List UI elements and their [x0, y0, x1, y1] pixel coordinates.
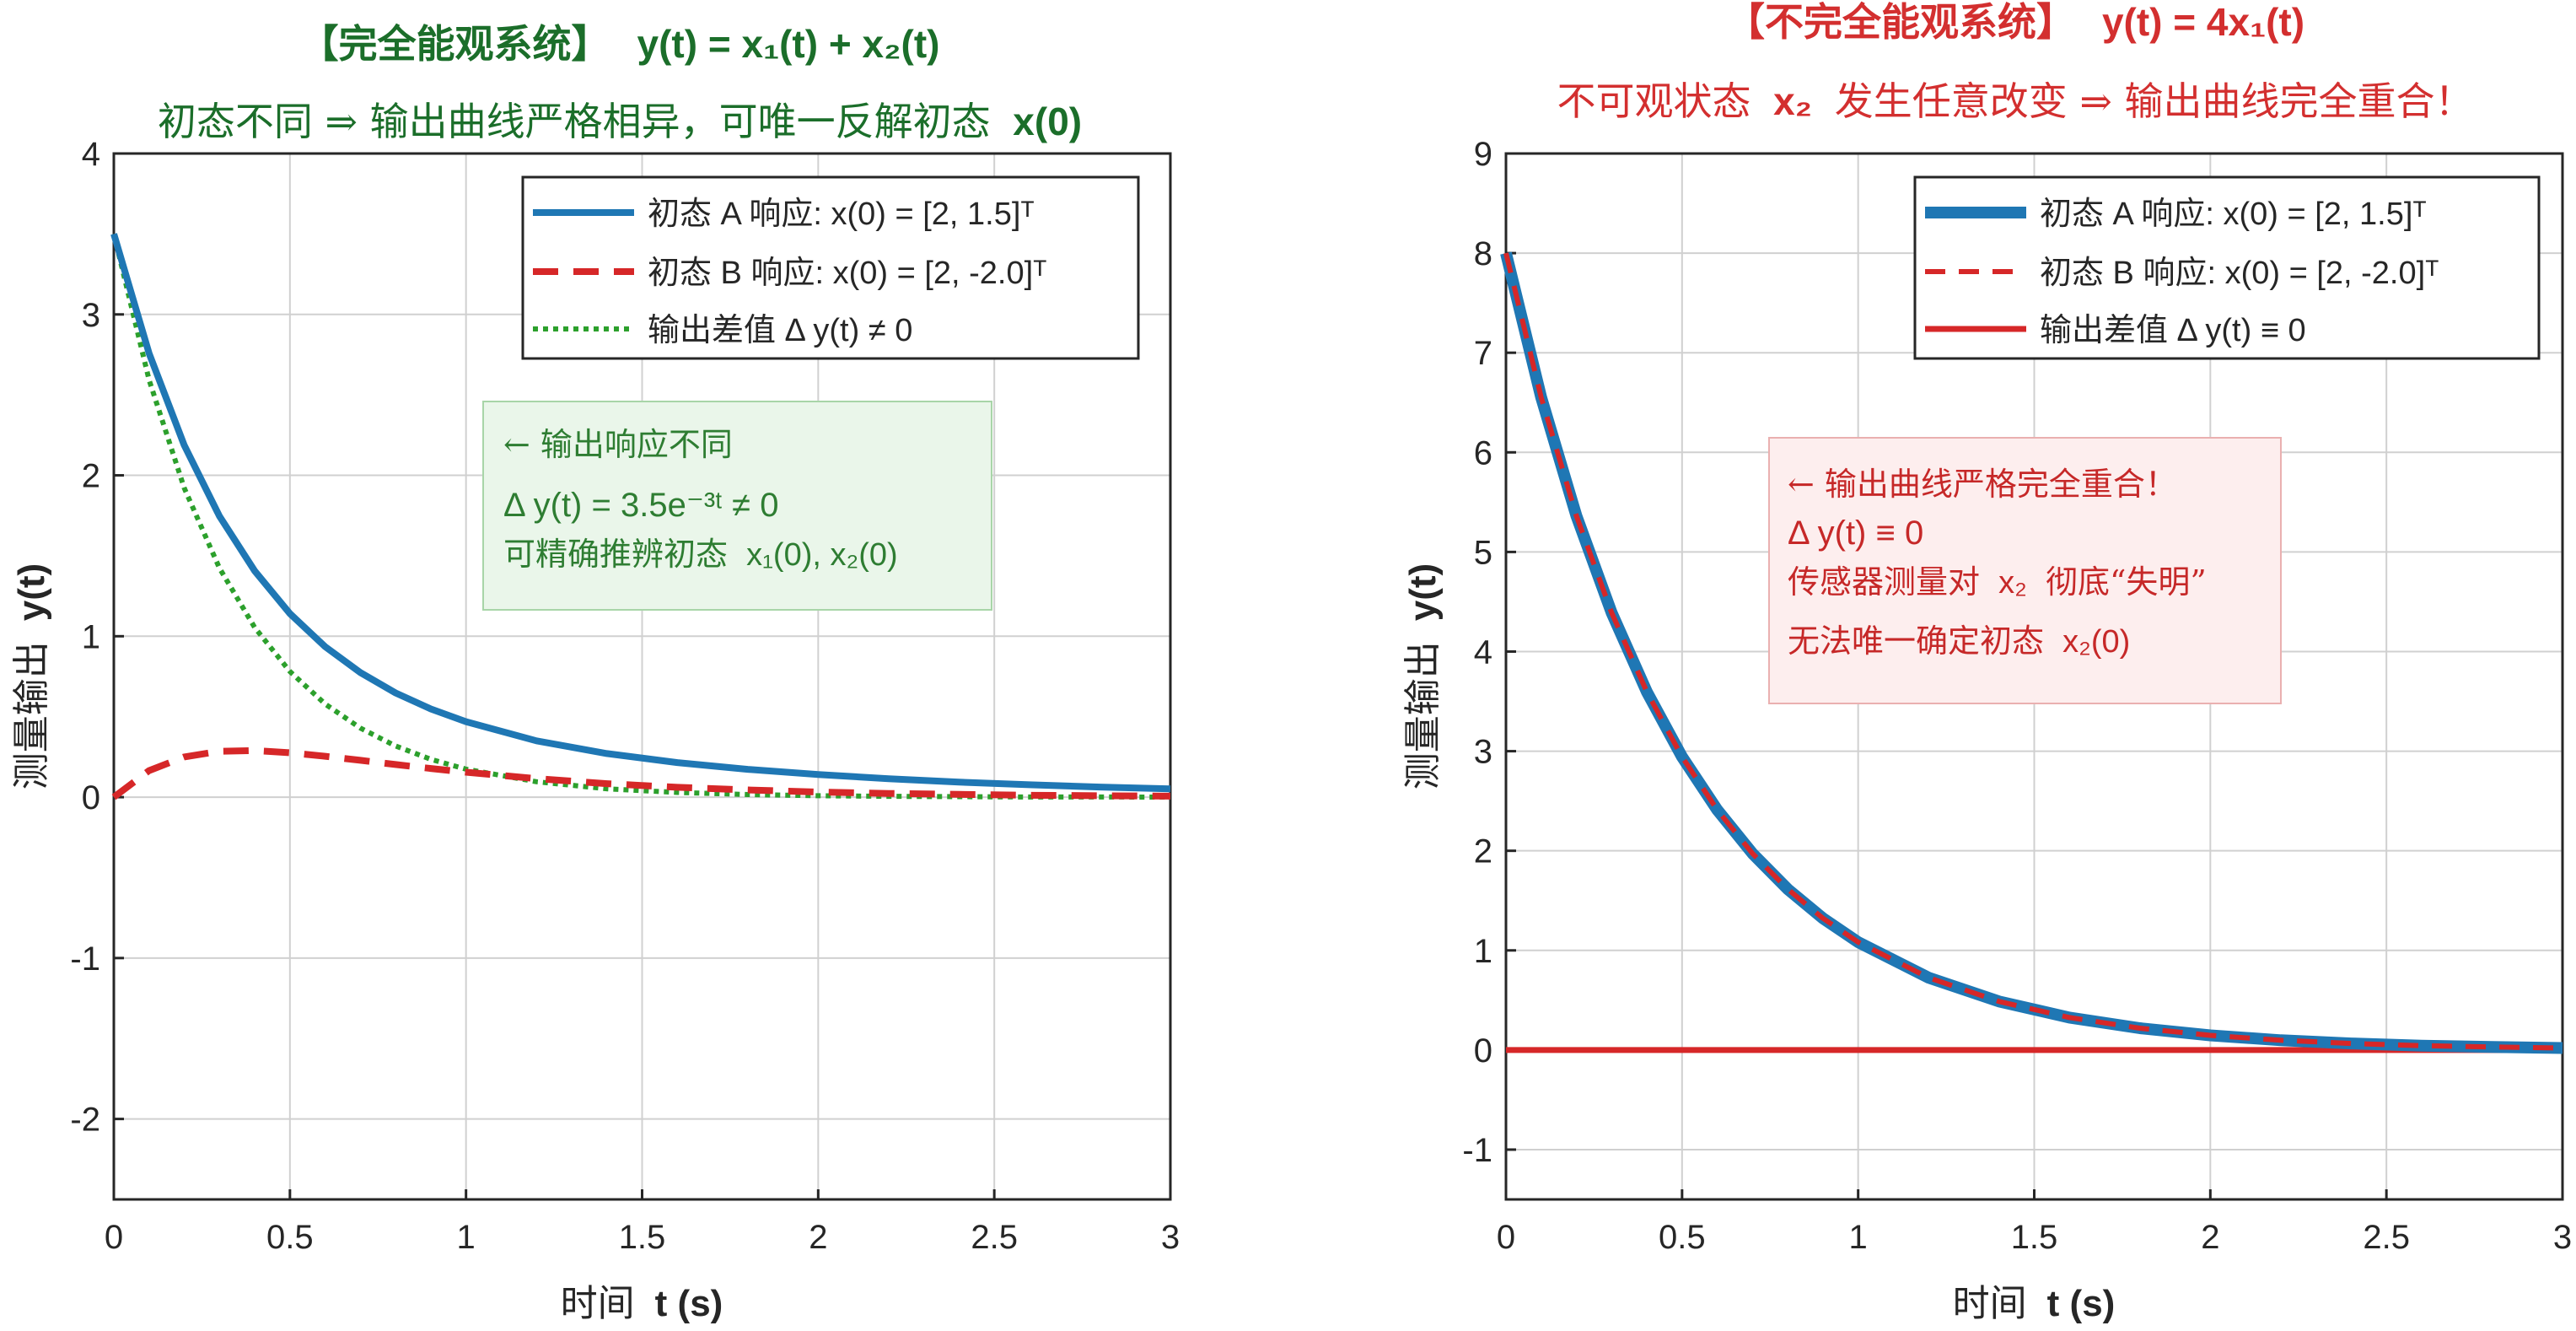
right-x-tick-label: 0 — [1497, 1219, 1515, 1256]
right-annotation-line3-prefix: 传感器测量对 — [1788, 563, 1980, 601]
right-annotation-line2: Δ y(t) ≡ 0 — [1788, 515, 1923, 552]
right-annotation-line4-prefix: 无法唯一确定初态 — [1788, 622, 2044, 660]
right-x-tick-label: 1 — [1849, 1219, 1868, 1256]
left-x-tick-label: 3 — [1161, 1219, 1180, 1256]
right-legend-label-diff: 输出差值 Δ y(t) ≡ 0 — [2040, 313, 2306, 348]
right-x-tick-label: 1.5 — [2011, 1219, 2058, 1256]
left-y-tick-label: 3 — [82, 297, 100, 334]
left-legend-label-diff: 输出差值 Δ y(t) ≠ 0 — [648, 313, 912, 348]
left-x-tick-label: 2.5 — [971, 1219, 1018, 1256]
left-x-axis-label: 时间 t (s) — [561, 1282, 723, 1325]
left-title-prefix: 【完全能观系统】 — [300, 21, 610, 67]
right-y-tick-label: 0 — [1474, 1032, 1492, 1070]
left-annotation-line2: Δ y(t) = 3.5e⁻³ᵗ ≠ 0 — [503, 487, 778, 524]
right-series — [1500, 251, 2563, 1054]
left-ylabel-prefix: 测量输出 — [10, 641, 53, 789]
left-annotation-line1: ← 输出响应不同 — [503, 426, 733, 463]
left-y-axis-label: 测量输出 y(t) — [10, 563, 53, 789]
left-ticks: 0 0.5 1 1.5 2 2.5 3 -2 -1 0 1 2 3 4 — [70, 136, 1180, 1256]
right-annotation-line1: ← 输出曲线严格完全重合！ — [1788, 466, 2177, 503]
left-series-line-b — [111, 746, 1171, 800]
right-chart-title: 【不完全能观系统】 y(t) = 4x₁(t) — [1726, 0, 2304, 45]
left-y-tick-label: 2 — [82, 458, 100, 495]
right-y-tick-label: 7 — [1474, 335, 1492, 372]
right-y-tick-label: 2 — [1474, 833, 1492, 870]
right-chart: 【不完全能观系统】 y(t) = 4x₁(t) 不可观状态 x₂ 发生任意改变 … — [1401, 0, 2572, 1325]
right-x-tick-label: 2.5 — [2363, 1219, 2410, 1256]
right-y-axis-label: 测量输出 y(t) — [1401, 563, 1444, 789]
left-x-tick-label: 0 — [105, 1219, 123, 1256]
right-annotation: ← 输出曲线严格完全重合！ Δ y(t) ≡ 0 传感器测量对 x₂ 彻底“失明… — [1768, 437, 2282, 704]
left-annotation-line3: 可精确推辨初态 x₁(0), x₂(0) — [503, 536, 898, 573]
left-series — [110, 233, 1171, 800]
right-y-tick-label: 3 — [1474, 734, 1492, 771]
right-legend-label-b: 初态 B 响应: x(0) = [2, -2.0]ᵀ — [2040, 256, 2439, 291]
right-y-tick-label: 8 — [1474, 235, 1492, 272]
right-y-tick-label: 9 — [1474, 136, 1492, 173]
left-x-tick-label: 1 — [457, 1219, 476, 1256]
left-xlabel-prefix: 时间 — [561, 1282, 635, 1325]
left-y-tick-label: -2 — [70, 1102, 100, 1139]
left-ylabel-formula: y(t) — [11, 563, 52, 621]
left-x-tick-label: 2 — [809, 1219, 827, 1256]
right-annotation-line4: 无法唯一确定初态 x₂(0) — [1788, 622, 2130, 660]
right-y-tick-label: -1 — [1462, 1132, 1492, 1169]
left-chart-subtitle: 初态不同 ⇒ 输出曲线严格相异，可唯一反解初态 x(0) — [158, 99, 1082, 144]
left-chart-title: 【完全能观系统】 y(t) = x₁(t) + x₂(t) — [300, 21, 940, 67]
left-annotation-line3-formula: x₁(0), x₂(0) — [746, 537, 898, 573]
right-annotation-line4-formula: x₂(0) — [2062, 624, 2130, 660]
right-x-tick-label: 0.5 — [1659, 1219, 1706, 1256]
left-x-tick-label: 0.5 — [266, 1219, 314, 1256]
right-y-tick-label: 6 — [1474, 434, 1492, 472]
right-subtitle-part1: 不可观状态 — [1557, 78, 1750, 124]
left-y-tick-label: 1 — [82, 618, 100, 655]
right-ylabel-formula: y(t) — [1402, 563, 1444, 621]
left-annotation-line3-prefix: 可精确推辨初态 — [503, 536, 728, 573]
right-chart-subtitle: 不可观状态 x₂ 发生任意改变 ⇒ 输出曲线完全重合！ — [1557, 78, 2473, 124]
left-subtitle-formula: x(0) — [1013, 100, 1082, 143]
left-legend: 初态 A 响应: x(0) = [2, 1.5]ᵀ 初态 B 响应: x(0) … — [521, 175, 1140, 360]
right-subtitle-part2: 发生任意改变 ⇒ 输出曲线完全重合！ — [1835, 78, 2474, 124]
left-series-line-a — [110, 233, 1171, 793]
right-title-formula: y(t) = 4x₁(t) — [2102, 0, 2304, 44]
right-xlabel-formula: t (s) — [2047, 1283, 2116, 1324]
right-series-line-b — [1503, 252, 2563, 1051]
left-subtitle-prefix: 初态不同 ⇒ 输出曲线严格相异，可唯一反解初态 — [158, 99, 991, 144]
right-xlabel-prefix: 时间 — [1953, 1282, 2027, 1325]
right-title-prefix: 【不完全能观系统】 — [1726, 0, 2075, 45]
right-x-axis-label: 时间 t (s) — [1953, 1282, 2116, 1325]
right-subtitle-formula: x₂ — [1773, 79, 1812, 123]
left-y-tick-label: 0 — [82, 779, 100, 816]
right-y-tick-label: 4 — [1474, 633, 1492, 671]
right-x-tick-label: 3 — [2553, 1219, 2572, 1256]
left-title-formula: y(t) = x₁(t) + x₂(t) — [637, 22, 940, 66]
left-y-tick-label: 4 — [82, 136, 100, 173]
left-x-tick-label: 1.5 — [619, 1219, 666, 1256]
left-legend-label-b: 初态 B 响应: x(0) = [2, -2.0]ᵀ — [648, 256, 1047, 291]
right-x-tick-label: 2 — [2201, 1219, 2219, 1256]
right-y-tick-label: 1 — [1474, 933, 1492, 970]
right-annotation-line3: 传感器测量对 x₂ 彻底“失明” — [1788, 563, 2207, 601]
right-y-tick-label: 5 — [1474, 534, 1492, 571]
right-annotation-line3-suffix: 彻底“失明” — [2046, 563, 2207, 601]
right-legend: 初态 A 响应: x(0) = [2, 1.5]ᵀ 初态 B 响应: x(0) … — [1913, 175, 2541, 360]
left-annotation-box — [482, 401, 992, 611]
right-legend-label-a: 初态 A 响应: x(0) = [2, 1.5]ᵀ — [2040, 197, 2427, 232]
right-annotation-box — [1768, 437, 2282, 704]
left-y-tick-label: -1 — [70, 940, 100, 978]
left-chart: 【完全能观系统】 y(t) = x₁(t) + x₂(t) 初态不同 ⇒ 输出曲… — [10, 21, 1180, 1325]
left-xlabel-formula: t (s) — [655, 1283, 723, 1324]
right-annotation-line3-formula: x₂ — [1998, 565, 2027, 601]
right-ylabel-prefix: 测量输出 — [1401, 641, 1444, 789]
left-legend-label-a: 初态 A 响应: x(0) = [2, 1.5]ᵀ — [648, 197, 1035, 232]
left-annotation: ← 输出响应不同 Δ y(t) = 3.5e⁻³ᵗ ≠ 0 可精确推辨初态 x₁… — [482, 401, 992, 611]
